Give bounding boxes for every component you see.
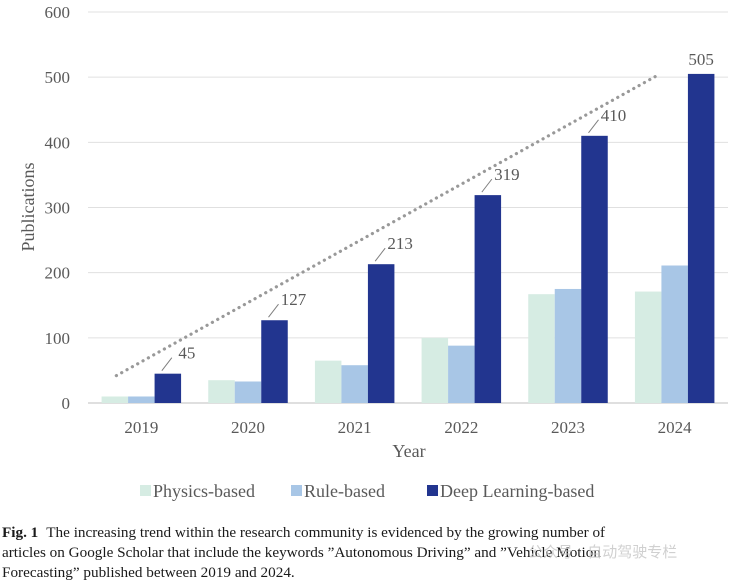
data-label-leader: [481, 178, 493, 193]
bar-deep-learning-based-2022: [474, 195, 502, 403]
bar-physics-based-2020: [208, 380, 235, 403]
data-labels: 45 127 213 319 410 505: [161, 50, 714, 371]
data-label-2021: 213: [387, 234, 413, 253]
legend-swatch-2: [427, 485, 438, 496]
y-axis-ticks: 0 100 200 300 400 500 600: [45, 3, 71, 413]
bar-physics-based-2019: [101, 396, 129, 403]
x-axis-label: Year: [392, 441, 425, 461]
bar-rule-based-2020: [234, 381, 262, 403]
bar-physics-based-2023: [528, 294, 555, 403]
trendline-dotted: [114, 73, 660, 378]
y-tick-label: 100: [45, 329, 71, 348]
caption-label: Fig. 1: [2, 524, 39, 541]
x-tick-label: 2022: [444, 418, 478, 437]
bars: [101, 73, 715, 404]
bar-deep-learning-based-2019: [154, 373, 182, 403]
bar-deep-learning-based-2020: [261, 320, 288, 403]
data-label-2020: 127: [281, 290, 307, 309]
figure-caption: Fig. 1 The increasing trend within the re…: [2, 523, 744, 583]
bar-rule-based-2024: [661, 265, 688, 403]
data-label-2023: 410: [601, 106, 627, 125]
x-tick-label: 2024: [658, 418, 693, 437]
legend-label-1: Rule-based: [304, 481, 385, 501]
bar-rule-based-2021: [341, 365, 368, 403]
y-tick-label: 300: [45, 199, 71, 218]
y-tick-label: 500: [45, 68, 71, 87]
y-tick-label: 600: [45, 3, 71, 22]
bar-rule-based-2023: [554, 288, 582, 403]
data-label-leader: [588, 119, 599, 134]
bar-physics-based-2022: [421, 337, 449, 403]
data-label-leader: [374, 247, 386, 262]
bar-rule-based-2022: [448, 345, 475, 403]
legend: Physics-based Rule-based Deep Learning-bas…: [140, 481, 594, 501]
data-label-2022: 319: [494, 165, 520, 184]
caption-line-2: articles on Google Scholar that include …: [2, 544, 601, 561]
x-tick-label: 2019: [124, 418, 158, 437]
data-label-leader: [268, 303, 279, 318]
y-tick-label: 0: [62, 394, 71, 413]
data-label-leader: [161, 357, 173, 371]
bar-deep-learning-based-2024: [687, 73, 715, 404]
x-tick-label: 2021: [338, 418, 372, 437]
watermark: 公众号 · 自动驾驶专栏: [528, 543, 678, 561]
bar-chart: 0 100 200 300 400 500 600 2019 2020 2021 2022 2023…: [18, 3, 728, 501]
bar-deep-learning-based-2021: [367, 264, 395, 403]
caption-line-1: The increasing trend within the research…: [46, 524, 606, 541]
gridlines: [88, 11, 728, 404]
legend-label-2: Deep Learning-based: [440, 481, 594, 501]
x-axis-ticks: 2019 2020 2021 2022 2023 2024: [124, 418, 692, 437]
y-axis-label: Publications: [18, 163, 38, 252]
bar-physics-based-2024: [634, 291, 662, 403]
legend-label-0: Physics-based: [153, 481, 255, 501]
caption-line-3: Forecasting” published between 2019 and …: [2, 564, 295, 581]
bar-physics-based-2021: [314, 360, 342, 403]
bar-deep-learning-based-2023: [581, 135, 608, 404]
bar-rule-based-2019: [128, 396, 155, 403]
data-label-2019: 45: [178, 344, 195, 363]
data-label-2024: 505: [688, 50, 714, 69]
x-tick-label: 2023: [551, 418, 585, 437]
trendline: [114, 73, 660, 378]
y-tick-label: 200: [45, 264, 71, 283]
y-tick-label: 400: [45, 133, 71, 152]
x-tick-label: 2020: [231, 418, 265, 437]
legend-swatch-1: [291, 485, 302, 496]
legend-swatch-0: [140, 485, 151, 496]
